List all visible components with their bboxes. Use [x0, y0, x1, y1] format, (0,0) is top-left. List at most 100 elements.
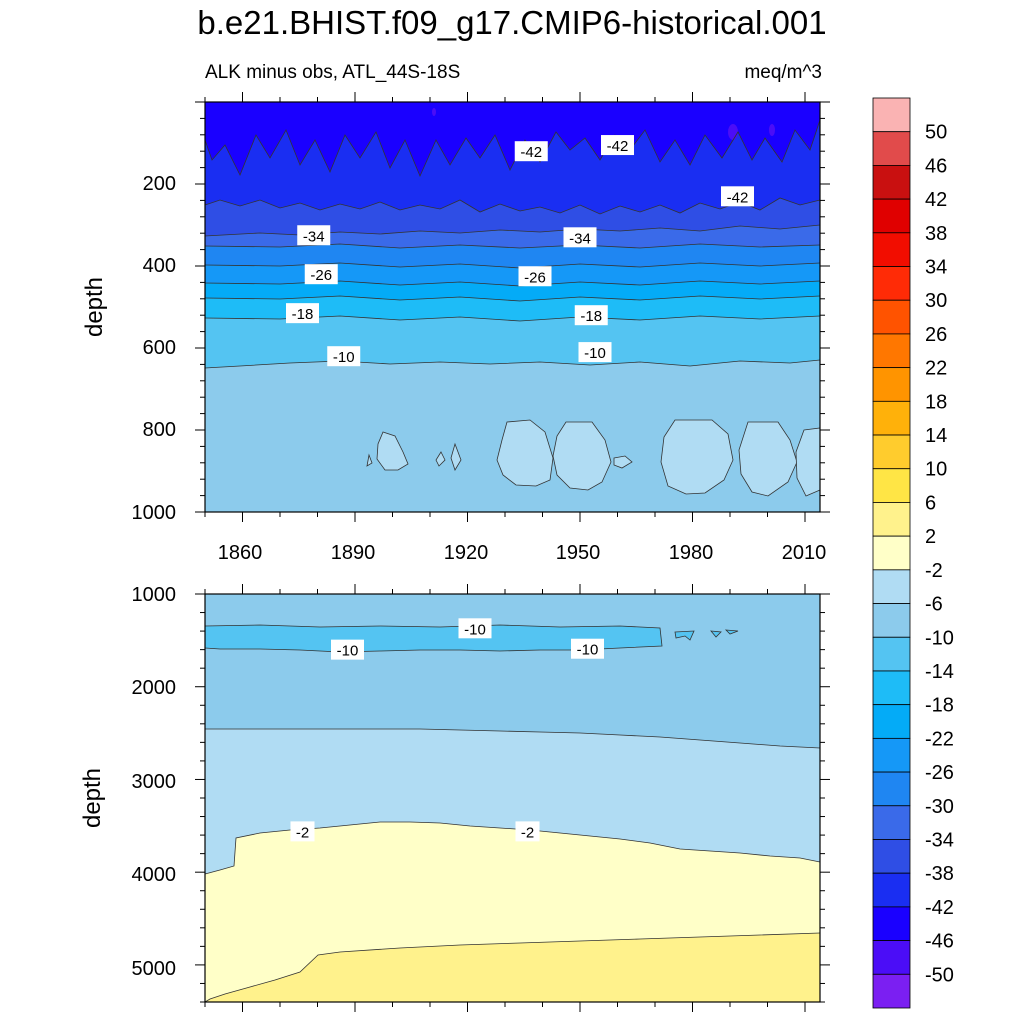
lower-y-axis-label: depth [79, 768, 106, 828]
svg-text:-10: -10 [584, 345, 606, 362]
colorbar-swatch [872, 198, 911, 234]
colorbar-swatch [872, 973, 911, 1009]
svg-text:-42: -42 [607, 138, 629, 155]
colorbar-swatch [872, 839, 911, 874]
upper-contour-labels: -42 -42 -42 -34 -34 -26 -26 -18 -18 -10 -10 [286, 135, 754, 367]
upper-y-tick-label: 200 [143, 173, 176, 195]
lower-panel: 1000 2000 3000 4000 5000 depth -10 -10 -10… [79, 584, 830, 1012]
svg-text:-10: -10 [337, 643, 359, 660]
colorbar [872, 97, 911, 1009]
lower-field-band [710, 630, 722, 638]
x-tick-label: 2010 [782, 542, 827, 564]
colorbar-swatch [872, 771, 911, 807]
lower-contour-lines [204, 624, 821, 1003]
upper-field-band [205, 102, 820, 176]
svg-text:-18: -18 [292, 306, 314, 323]
contour-label: -2 [515, 821, 540, 842]
lower-y-tick-labels: 1000 2000 3000 4000 5000 [132, 584, 177, 980]
svg-text:-26: -26 [310, 267, 332, 284]
upper-y-tick-labels: 200 400 600 800 1000 [132, 173, 177, 524]
colorbar-swatch [872, 704, 911, 739]
upper-y-tick-label: 800 [143, 419, 176, 441]
svg-text:-18: -18 [580, 308, 602, 325]
lower-field-band [205, 625, 662, 652]
contour-label: -10 [571, 638, 604, 659]
contour-label: -34 [297, 225, 331, 246]
colorbar-label: -6 [925, 594, 943, 616]
upper-panel: 200 400 600 800 1000 1860 1890 1920 1950… [81, 92, 830, 564]
x-tick-label: 1890 [331, 542, 376, 564]
colorbar-label: 10 [925, 459, 947, 481]
colorbar-label: 34 [925, 257, 947, 279]
upper-field-blob [738, 421, 798, 497]
lower-y-tick-label: 2000 [132, 677, 177, 699]
colorbar-swatch [872, 232, 911, 267]
upper-y-axis-label: depth [81, 277, 108, 337]
upper-field-blob [660, 419, 734, 495]
colorbar-swatch [872, 569, 911, 604]
colorbar-label: -46 [925, 931, 954, 953]
contour-label: -18 [574, 305, 608, 326]
lower-y-tick-label: 5000 [132, 958, 177, 980]
colorbar-swatch [872, 367, 911, 402]
svg-text:-42: -42 [727, 189, 749, 206]
contour-label: -26 [304, 264, 338, 285]
colorbar-label: 50 [925, 122, 947, 144]
colorbar-swatch [872, 805, 911, 840]
lower-y-tick-label: 4000 [132, 864, 177, 886]
colorbar-swatch [872, 535, 911, 571]
colorbar-labels: 50 46 42 38 34 30 26 22 18 14 10 6 2 -2 -6 -10 -14 -18 -22… [925, 122, 954, 987]
colorbar-swatch [872, 434, 911, 470]
contour-label: -10 [331, 639, 364, 660]
contour-label: -34 [563, 227, 597, 248]
colorbar-label: -34 [925, 829, 954, 851]
panel-subtitle-units: meq/m^3 [744, 62, 822, 83]
colorbar-swatch [872, 165, 911, 200]
colorbar-label: 46 [925, 155, 947, 177]
colorbar-swatch [872, 603, 911, 638]
upper-field-blob [376, 431, 409, 471]
svg-text:-10: -10 [577, 642, 599, 659]
upper-contour-lines [204, 119, 821, 369]
colorbar-swatch [872, 670, 911, 706]
colorbar-label: 22 [925, 358, 947, 380]
colorbar-label: -30 [925, 796, 954, 818]
upper-field-blob [450, 442, 462, 471]
colorbar-label: -50 [925, 964, 954, 986]
lower-y-tick-label: 1000 [132, 584, 177, 606]
colorbar-swatch [872, 940, 911, 975]
colorbar-label: 18 [925, 391, 947, 413]
svg-text:-26: -26 [524, 269, 546, 286]
upper-field-pocket [728, 124, 738, 140]
panel-subtitle-left: ALK minus obs, ATL_44S-18S [205, 62, 461, 83]
colorbar-swatch [872, 502, 911, 537]
svg-text:-2: -2 [521, 824, 534, 841]
contour-label: -2 [290, 821, 315, 842]
colorbar-swatch [872, 636, 911, 672]
svg-text:-10: -10 [464, 621, 486, 638]
upper-field-pocket [769, 124, 775, 136]
colorbar-label: -38 [925, 863, 954, 885]
colorbar-swatch [872, 266, 911, 301]
svg-text:-34: -34 [303, 228, 325, 245]
contour-label: -10 [578, 342, 612, 363]
svg-text:-42: -42 [520, 144, 542, 161]
x-tick-label: 1920 [444, 542, 489, 564]
contour-label: -26 [518, 266, 552, 287]
upper-plot-frame [204, 101, 821, 513]
x-tick-label: 1950 [556, 542, 601, 564]
colorbar-label: -2 [925, 560, 943, 582]
upper-field-blob [613, 455, 633, 469]
svg-text:-10: -10 [333, 349, 355, 366]
colorbar-swatch [872, 400, 911, 436]
contour-label: -42 [601, 135, 634, 156]
figure-title: b.e21.BHIST.f09_g17.CMIP6-historical.001 [197, 4, 827, 41]
colorbar-label: 38 [925, 223, 947, 245]
upper-field-blob [366, 453, 373, 467]
colorbar-label: -42 [925, 897, 954, 919]
colorbar-swatch [872, 97, 911, 133]
upper-axis-ticks [195, 92, 830, 522]
colorbar-swatch [872, 737, 911, 773]
colorbar-label: 30 [925, 290, 947, 312]
